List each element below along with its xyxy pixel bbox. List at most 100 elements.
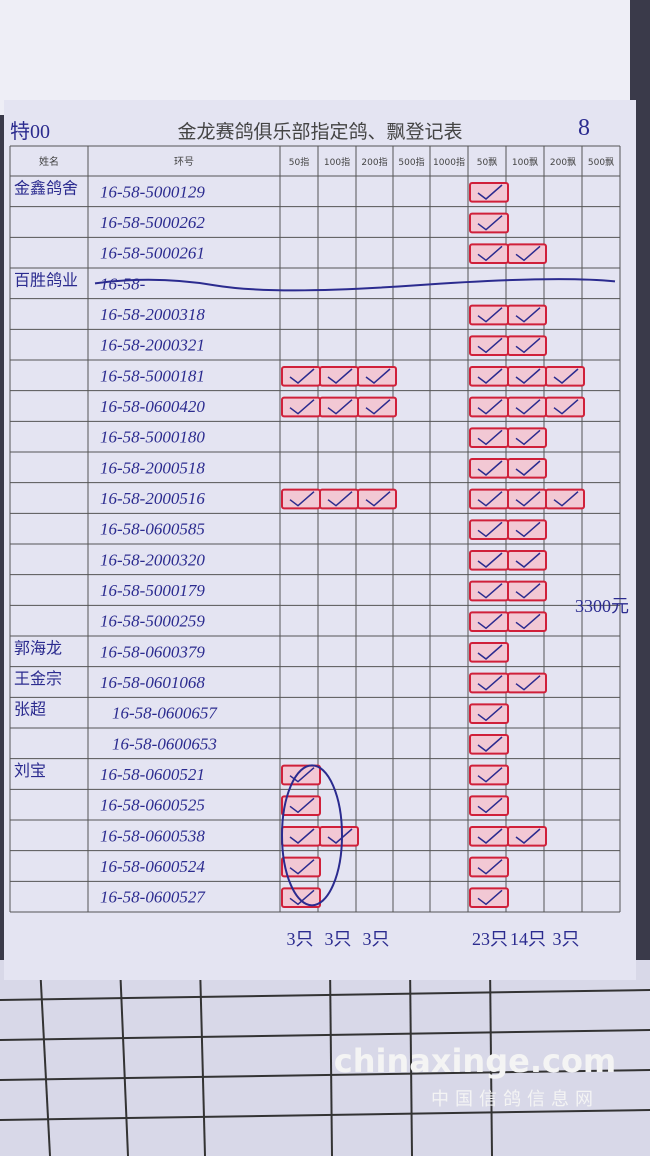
stamp	[469, 427, 509, 449]
stamp	[469, 335, 509, 357]
ring-number: 16-58-5000262	[100, 213, 205, 232]
stamp-check	[515, 613, 541, 630]
stamp	[469, 182, 509, 203]
stamp-check	[289, 767, 315, 783]
stamp	[469, 611, 509, 632]
stamp-check	[477, 307, 503, 323]
ring-number: 16-58-0600538	[100, 826, 205, 845]
stamp-check	[477, 521, 503, 538]
ring-number: 16-58-0600525	[100, 796, 205, 815]
stamp-check	[477, 583, 503, 599]
watermark-name: 中国信鸽信息网	[431, 1089, 599, 1110]
total: 14只	[510, 929, 546, 949]
stamp-check	[477, 828, 503, 844]
stamp-check	[477, 460, 503, 476]
stamp	[281, 826, 321, 847]
stamp-check	[553, 399, 579, 415]
stamp	[319, 826, 359, 847]
column-header: 1000指	[433, 156, 465, 168]
ring-number: 16-58-0600521	[100, 765, 205, 784]
grid-paper-lines	[0, 964, 650, 1156]
code: 特00	[10, 120, 50, 143]
stamp-check	[515, 828, 541, 844]
ring-number: 16-58-5000179	[100, 581, 205, 600]
column-header: 50飘	[477, 157, 497, 168]
stamp	[281, 396, 321, 418]
column-header: 500飘	[588, 157, 614, 168]
stamp	[469, 304, 509, 326]
stamp-check	[477, 736, 503, 752]
stamp-check	[515, 245, 541, 262]
column-header: 100指	[324, 156, 350, 168]
stamp-check	[289, 797, 315, 814]
title: 金龙赛鸽俱乐部指定鸽、飘登记表	[177, 121, 462, 143]
stamp-check	[289, 859, 315, 875]
column-header: 50指	[289, 156, 309, 168]
table: 姓名 环号 50指 100指 200指 500指 1000指 50飘 100飘 200飘 500飘金…	[9, 145, 621, 949]
stamp-check	[477, 889, 503, 906]
stamp-check	[327, 368, 353, 384]
stamp	[469, 795, 509, 816]
stamp	[545, 366, 585, 387]
stamp	[507, 550, 547, 571]
stamp	[507, 427, 547, 449]
scribble	[281, 764, 343, 907]
stamp	[469, 396, 509, 418]
ring-number: 16-58-5000261	[100, 244, 205, 263]
stamp	[281, 366, 321, 387]
page-number: 8	[578, 115, 590, 141]
stamp-check	[327, 491, 353, 507]
stamp-check	[289, 889, 315, 906]
stamp	[507, 335, 547, 357]
stamp	[281, 795, 321, 816]
ring-number: 16-58-2000318	[100, 305, 205, 324]
ring-number: 16-58-0600657	[112, 704, 218, 723]
total: 3只	[363, 929, 390, 949]
stamp	[319, 488, 359, 510]
stamp	[545, 396, 585, 418]
column-header: 姓名	[39, 155, 59, 168]
stamp-check	[365, 399, 391, 415]
stamp-check	[477, 613, 503, 630]
column-header: 100飘	[512, 157, 538, 168]
column-header: 200指	[361, 156, 387, 168]
stamp-check	[515, 429, 541, 446]
stamp-check	[477, 644, 503, 660]
stamp	[469, 488, 509, 510]
column-header: 环号	[174, 156, 194, 168]
stamp	[469, 212, 509, 234]
ring-number: 16-58-	[100, 274, 146, 293]
column-header: 200飘	[550, 157, 576, 168]
ring-number: 16-58-2000518	[100, 458, 205, 477]
stamp	[281, 488, 321, 510]
stamp-check	[477, 767, 503, 783]
ring-number: 16-58-0600653	[112, 734, 217, 753]
ring-number: 16-58-0600379	[100, 642, 205, 661]
owner-name: 张超	[14, 701, 46, 719]
stamp	[469, 764, 509, 786]
ring-number: 16-58-0600527	[100, 888, 206, 907]
stamp-check	[515, 399, 541, 415]
stamp	[469, 703, 509, 724]
stamp	[319, 396, 359, 418]
stamp-check	[477, 429, 503, 446]
stamp-check	[477, 368, 503, 384]
paper-above	[0, 0, 630, 115]
stamp	[469, 887, 509, 908]
strike	[94, 278, 616, 292]
ring-number: 16-58-5000181	[100, 366, 205, 385]
stamp	[469, 366, 509, 387]
stamp	[357, 396, 397, 418]
stamp-check	[515, 491, 541, 507]
stamp	[469, 672, 509, 694]
stamp	[507, 672, 547, 694]
owner-name: 王金宗	[14, 670, 62, 688]
stamp-check	[515, 337, 541, 354]
column-header: 500指	[398, 156, 424, 168]
stamp	[469, 458, 509, 479]
note: 3300元	[575, 596, 629, 616]
stamp	[507, 304, 547, 326]
stamp-check	[515, 307, 541, 323]
